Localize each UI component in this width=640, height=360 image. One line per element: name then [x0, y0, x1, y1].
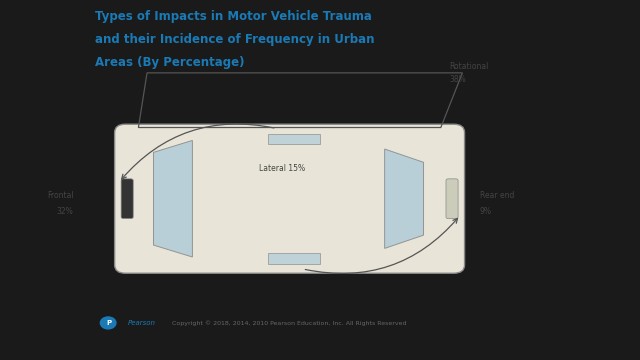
Text: Copyright © 2018, 2014, 2010 Pearson Education, Inc. All Rights Reserved: Copyright © 2018, 2014, 2010 Pearson Edu… — [172, 320, 407, 326]
Text: 38%: 38% — [449, 76, 466, 85]
Text: Rear end: Rear end — [480, 191, 514, 200]
Circle shape — [100, 317, 116, 329]
Text: Types of Impacts in Motor Vehicle Trauma: Types of Impacts in Motor Vehicle Trauma — [95, 10, 372, 23]
FancyBboxPatch shape — [446, 179, 458, 219]
Text: 32%: 32% — [57, 207, 74, 216]
Polygon shape — [268, 134, 320, 144]
Text: Lateral 15%: Lateral 15% — [259, 165, 305, 174]
Polygon shape — [268, 253, 320, 264]
Text: Rotational: Rotational — [449, 62, 489, 71]
Text: Frontal: Frontal — [47, 191, 74, 200]
Text: P: P — [106, 320, 111, 326]
Text: 9%: 9% — [480, 207, 492, 216]
FancyBboxPatch shape — [115, 124, 465, 273]
FancyBboxPatch shape — [121, 179, 133, 219]
Text: Areas (By Percentage): Areas (By Percentage) — [95, 56, 244, 69]
Text: and their Incidence of Frequency in Urban: and their Incidence of Frequency in Urba… — [95, 33, 374, 46]
Polygon shape — [154, 140, 193, 257]
Polygon shape — [385, 149, 424, 248]
Text: Pearson: Pearson — [127, 320, 156, 326]
